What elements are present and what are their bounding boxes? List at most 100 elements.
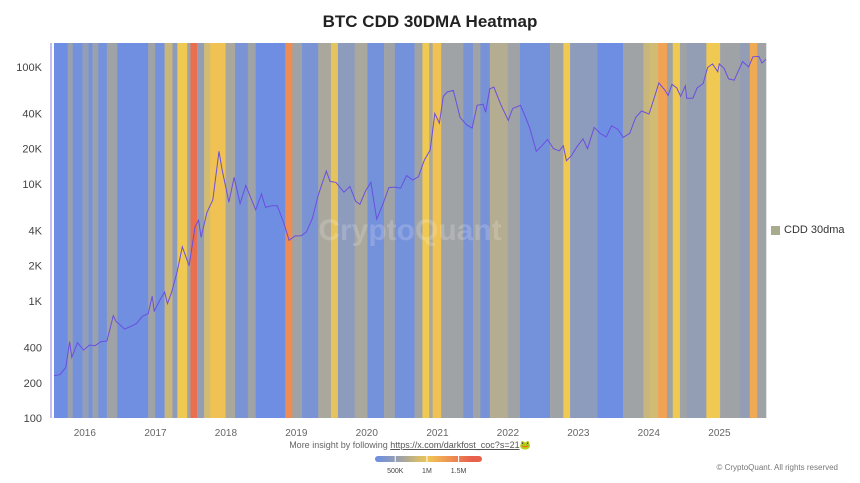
legend-swatch [771,225,780,235]
heatmap-cell [106,43,118,418]
colorbar-gradient [375,456,482,462]
heatmap-cell [148,43,156,418]
y-tick-label: 10K [22,179,42,191]
y-axis: 100 200 400 1K 2K 4K 10K 20K 40K 100K [16,62,42,425]
heatmap-cell [422,43,430,418]
y-tick-label: 1K [29,296,43,308]
heatmap-cell [570,43,598,418]
legend[interactable]: CDD 30dma [771,224,845,236]
chart-title: BTC CDD 30DMA Heatmap [322,12,538,31]
y-tick-label: 100K [16,62,42,74]
heatmap-cell [235,43,249,418]
heatmap-cell [247,43,256,418]
heatmap-cell [480,43,491,418]
heatmap-cell [367,43,385,418]
heatmap-cell [67,43,74,418]
heatmap-cell [285,43,293,418]
heatmap-cell [354,43,368,418]
heatmap-cell [686,43,707,418]
legend-label: CDD 30dma [784,224,845,236]
heatmap-cell [622,43,644,418]
heatmap-cell [563,43,571,418]
colorbar: 500K 1M 1.5M [375,456,482,475]
heatmap-cell [394,43,415,418]
colorbar-tick-label: 1M [422,468,432,475]
heatmap-cell [190,43,198,418]
heatmap-cell [197,43,205,418]
y-tick-label: 400 [24,343,42,355]
y-tick-label: 40K [22,108,42,120]
heatmap-cell [210,43,226,418]
copyright: © CryptoQuant. All rights reserved [716,463,839,472]
heatmap-cell [225,43,236,418]
x-tick-label: 2019 [285,428,308,439]
heatmap-cell [706,43,721,418]
heatmap-cell [550,43,564,418]
heatmap-cell [164,43,173,418]
frog-emoji: 🐸 [519,440,531,450]
y-tick-label: 100 [24,413,42,425]
heatmap-cell [463,43,474,418]
heatmap-cell [507,43,521,418]
heatmap-cell [54,43,69,418]
heatmap-cell [749,43,758,418]
heatmap-cell [117,43,149,418]
x-tick-label: 2020 [356,428,379,439]
heatmap-cell [292,43,303,418]
watermark: CryptoQuant [318,214,501,247]
y-tick-label: 200 [24,378,42,390]
colorbar-tick-label: 1.5M [451,468,467,475]
y-tick-label: 2K [29,261,43,273]
heatmap-cell [414,43,423,418]
x-tick-label: 2021 [426,428,449,439]
heatmap-cell [98,43,108,418]
heatmap-cell [489,43,508,418]
x-tick-label: 2018 [215,428,238,439]
y-tick-label: 4K [29,226,43,238]
heatmap-cell [473,43,481,418]
heatmap-cell [757,43,767,418]
heatmap-cell [72,43,83,418]
heatmap-cell [177,43,188,418]
heatmap-cell [429,43,433,418]
heatmap-cell [679,43,687,418]
heatmap-cell [318,43,332,418]
price-line [53,55,767,377]
heatmap-stripes [54,43,767,418]
heatmap-cell [666,43,674,418]
insight-text: More insight by following [289,440,388,450]
heatmap-cell [739,43,751,418]
x-tick-label: 2025 [708,428,731,439]
heatmap-cell [172,43,178,418]
heatmap-cell [384,43,396,418]
heatmap-cell [92,43,99,418]
heatmap-cell [82,43,89,418]
heatmap-cell [649,43,659,418]
x-tick-label: 2022 [497,428,520,439]
x-tick-label: 2024 [638,428,661,439]
heatmap-cell [432,43,442,418]
heatmap-cell [155,43,165,418]
heatmap-cell [88,43,93,418]
heatmap-cell [337,43,356,418]
heatmap-cell [597,43,624,418]
colorbar-tick-label: 500K [387,468,404,475]
heatmap-cell [672,43,681,418]
heatmap-cell [255,43,286,418]
heatmap-cell [720,43,741,418]
heatmap-cell [658,43,668,418]
heatmap-cell [519,43,551,418]
heatmap-cell [330,43,339,418]
x-axis: 2016 2017 2018 2019 2020 2021 2022 2023 2024 2025 [74,428,731,439]
heatmap-cell [643,43,650,418]
y-tick-label: 20K [22,144,42,156]
x-tick-label: 2023 [567,428,590,439]
heatmap-cell [441,43,464,418]
insight-link[interactable]: https://x.com/darkfost_coc?s=21 [390,440,520,450]
x-tick-label: 2017 [144,428,167,439]
footer-insight: More insight by following https://x.com/… [0,440,820,451]
heatmap-cell [187,43,191,418]
x-tick-label: 2016 [74,428,97,439]
heatmap-cell [302,43,319,418]
